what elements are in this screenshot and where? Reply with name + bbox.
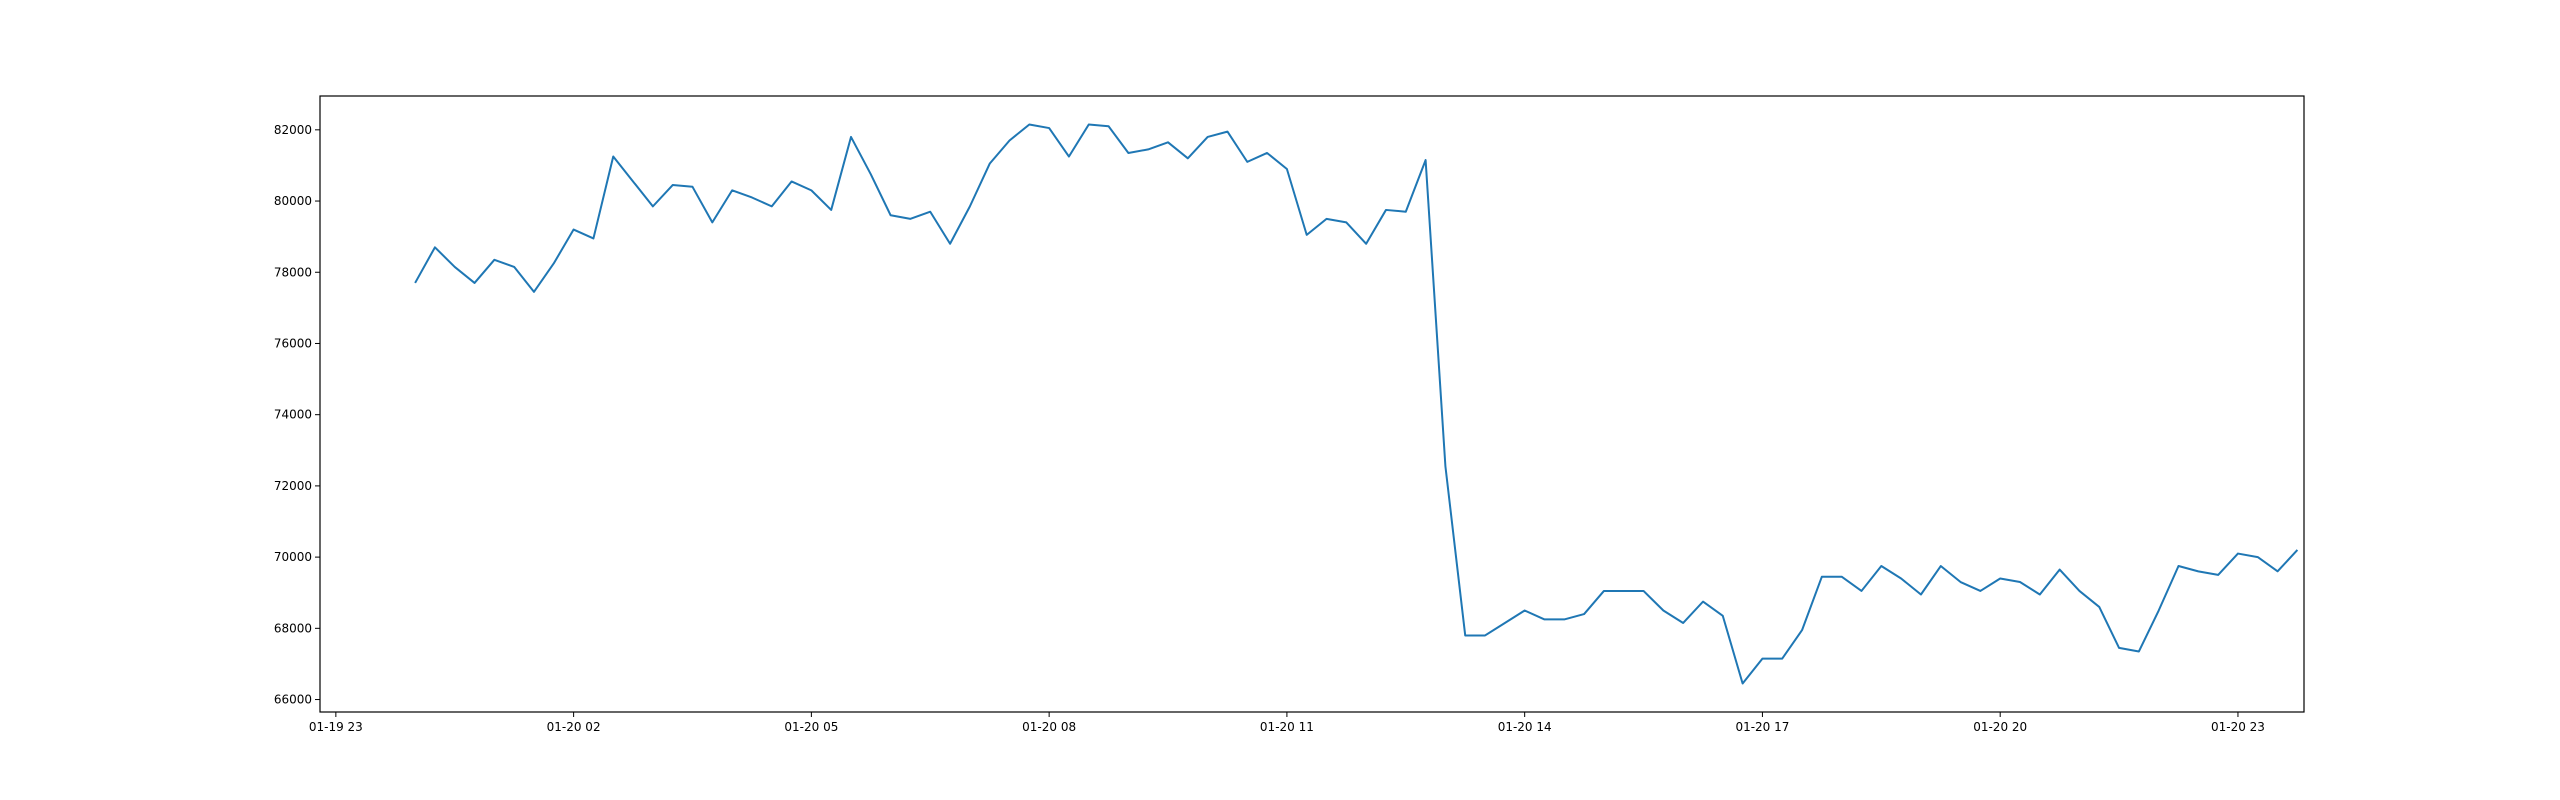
x-tick-label: 01-20 20 — [1973, 720, 2027, 734]
x-tick-label: 01-19 23 — [309, 720, 363, 734]
x-tick-label: 01-20 17 — [1735, 720, 1789, 734]
y-tick-label: 82000 — [274, 123, 312, 137]
x-tick-label: 01-20 02 — [547, 720, 601, 734]
x-tick-label: 01-20 23 — [2211, 720, 2265, 734]
series-line-0 — [414, 123, 2299, 685]
y-tick-label: 66000 — [274, 693, 312, 707]
x-axis: 01-19 23 01-20 02 01-20 05 01-20 08 01-20 11… — [309, 712, 2265, 734]
x-tick-label: 01-20 11 — [1260, 720, 1314, 734]
y-tick-label: 70000 — [274, 550, 312, 564]
y-axis: 66000 68000 70000 72000 74000 76000 78000 80000… — [274, 123, 320, 707]
x-tick-label: 01-20 05 — [784, 720, 838, 734]
y-tick-label: 80000 — [274, 194, 312, 208]
y-tick-label: 78000 — [274, 265, 312, 279]
x-tick-label: 01-20 08 — [1022, 720, 1076, 734]
y-tick-label: 74000 — [274, 408, 312, 422]
plot-area — [414, 123, 2299, 685]
x-tick-label: 01-20 14 — [1498, 720, 1552, 734]
plot-frame — [319, 95, 2305, 713]
y-tick-label: 72000 — [274, 479, 312, 493]
y-tick-label: 76000 — [274, 336, 312, 350]
y-tick-label: 68000 — [274, 621, 312, 635]
